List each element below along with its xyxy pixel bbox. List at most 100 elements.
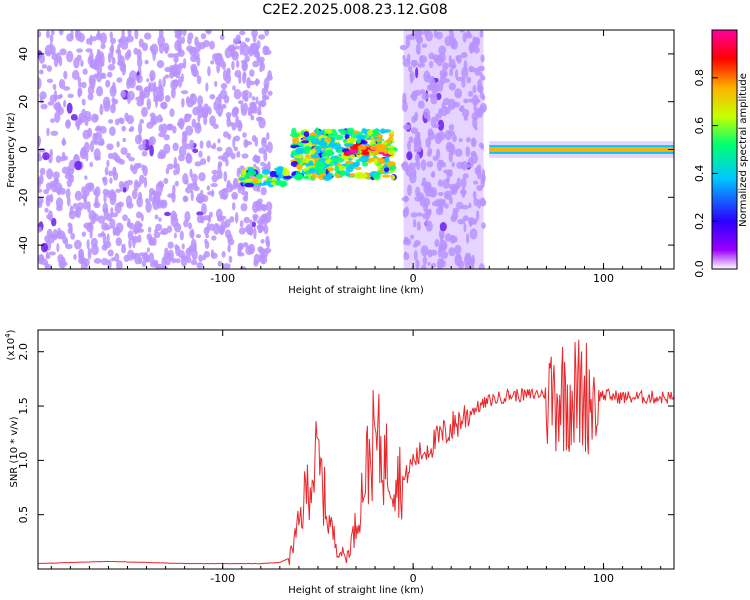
spectral-blob — [110, 103, 116, 114]
spectral-blob — [38, 155, 43, 162]
signal-blob — [321, 152, 328, 158]
spectral-blob — [422, 255, 428, 266]
spectral-blob — [256, 219, 264, 225]
spectral-blob — [55, 101, 62, 113]
signal-blob — [303, 131, 310, 137]
spectral-blob — [447, 144, 452, 149]
spectral-blob — [97, 215, 106, 224]
spectral-blob — [94, 195, 99, 207]
signal-blob — [303, 145, 312, 150]
spectral-blob — [192, 148, 199, 154]
spectral-blob — [138, 252, 146, 257]
signal-blob — [381, 174, 391, 178]
signal-blob — [357, 144, 367, 150]
spectral-blob — [447, 130, 456, 136]
spectral-blob — [179, 230, 184, 241]
spectral-blob — [476, 185, 483, 192]
spectral-blob — [177, 122, 181, 127]
spectral-blob — [63, 99, 67, 108]
spectral-blob — [257, 227, 263, 234]
spectral-blob — [463, 222, 467, 233]
spectral-blob — [45, 30, 50, 39]
spectral-blob — [455, 55, 460, 61]
spectral-blob — [462, 173, 469, 179]
spectral-blob — [93, 258, 102, 264]
spectral-blob — [408, 65, 413, 73]
spectral-blob — [407, 184, 412, 196]
spectral-blob — [73, 253, 77, 261]
spectral-blob — [143, 251, 148, 261]
spectral-blob — [89, 140, 95, 153]
spectral-blob — [481, 222, 486, 229]
signal-blob — [345, 160, 354, 165]
spectral-blob — [428, 83, 433, 91]
spectral-blob — [427, 147, 433, 155]
spectral-blob — [204, 238, 208, 244]
spectral-blob — [172, 184, 176, 196]
signal-blob — [383, 129, 392, 133]
spectral-blob — [134, 134, 143, 145]
spectral-blob — [82, 68, 88, 75]
signal-blob — [252, 176, 259, 184]
spectral-blob — [232, 136, 236, 149]
spectral-blob — [435, 207, 444, 216]
spectral-blob — [212, 142, 216, 150]
spectral-blob — [149, 112, 156, 119]
spectral-blob — [60, 261, 68, 267]
signal-blob — [390, 174, 396, 180]
spectral-blob — [211, 235, 217, 241]
spectral-blob — [164, 95, 171, 103]
spectral-blob — [260, 238, 265, 244]
spectral-blob — [44, 50, 52, 56]
colorbar-label: Normalized spectral amplitude — [738, 73, 749, 227]
spectral-blob — [427, 130, 435, 141]
spectral-blob — [442, 62, 449, 71]
spectral-blob — [180, 90, 189, 95]
spectral-blob — [437, 119, 445, 131]
spectral-blob — [461, 66, 469, 79]
spectral-blob — [242, 132, 247, 138]
spectral-blob — [473, 36, 481, 46]
spectral-blob — [134, 30, 139, 40]
spectral-blob — [38, 147, 46, 153]
spectral-blob — [242, 61, 248, 71]
spectral-blob — [140, 91, 146, 98]
spectral-blob — [215, 104, 224, 115]
spectral-blob — [51, 217, 57, 227]
spectrogram-ticks: -100 0 100 -40 -20 0 20 40 — [17, 30, 674, 285]
spectral-blob — [110, 43, 115, 55]
spectral-blob — [149, 144, 154, 157]
signal-blob — [372, 173, 381, 180]
spectral-blob — [237, 242, 244, 251]
spectral-blob — [469, 228, 478, 240]
spectral-blob — [141, 260, 147, 268]
spectral-blob — [190, 189, 194, 202]
spectral-blob — [437, 191, 444, 197]
spectral-blob — [99, 32, 107, 45]
signal-blob — [244, 175, 249, 180]
spectral-blob — [178, 250, 185, 259]
spectral-blob — [66, 33, 74, 42]
signal-blob — [317, 163, 322, 170]
signal-blob — [247, 166, 254, 172]
snr-x-axis-label: Height of straight line (km) — [288, 585, 424, 596]
signal-blob — [377, 145, 387, 152]
spectral-blob — [464, 33, 473, 39]
signal-blob — [303, 175, 310, 180]
spectral-blob — [455, 76, 464, 82]
spectral-blob — [160, 200, 167, 208]
spectral-blob — [474, 126, 478, 131]
signal-blob — [383, 167, 390, 173]
spectral-blob — [133, 252, 141, 265]
spectral-blob — [221, 61, 227, 70]
spectral-blob — [226, 68, 231, 79]
spectral-blob — [67, 222, 72, 228]
spectral-blob — [93, 58, 100, 70]
spectral-blob — [415, 259, 420, 269]
spectral-blob — [210, 60, 215, 65]
spectral-blob — [39, 167, 46, 176]
spectral-blob — [199, 158, 207, 166]
spectral-blob — [475, 209, 480, 221]
spectral-blob — [76, 202, 84, 211]
spectral-blob — [39, 254, 45, 264]
